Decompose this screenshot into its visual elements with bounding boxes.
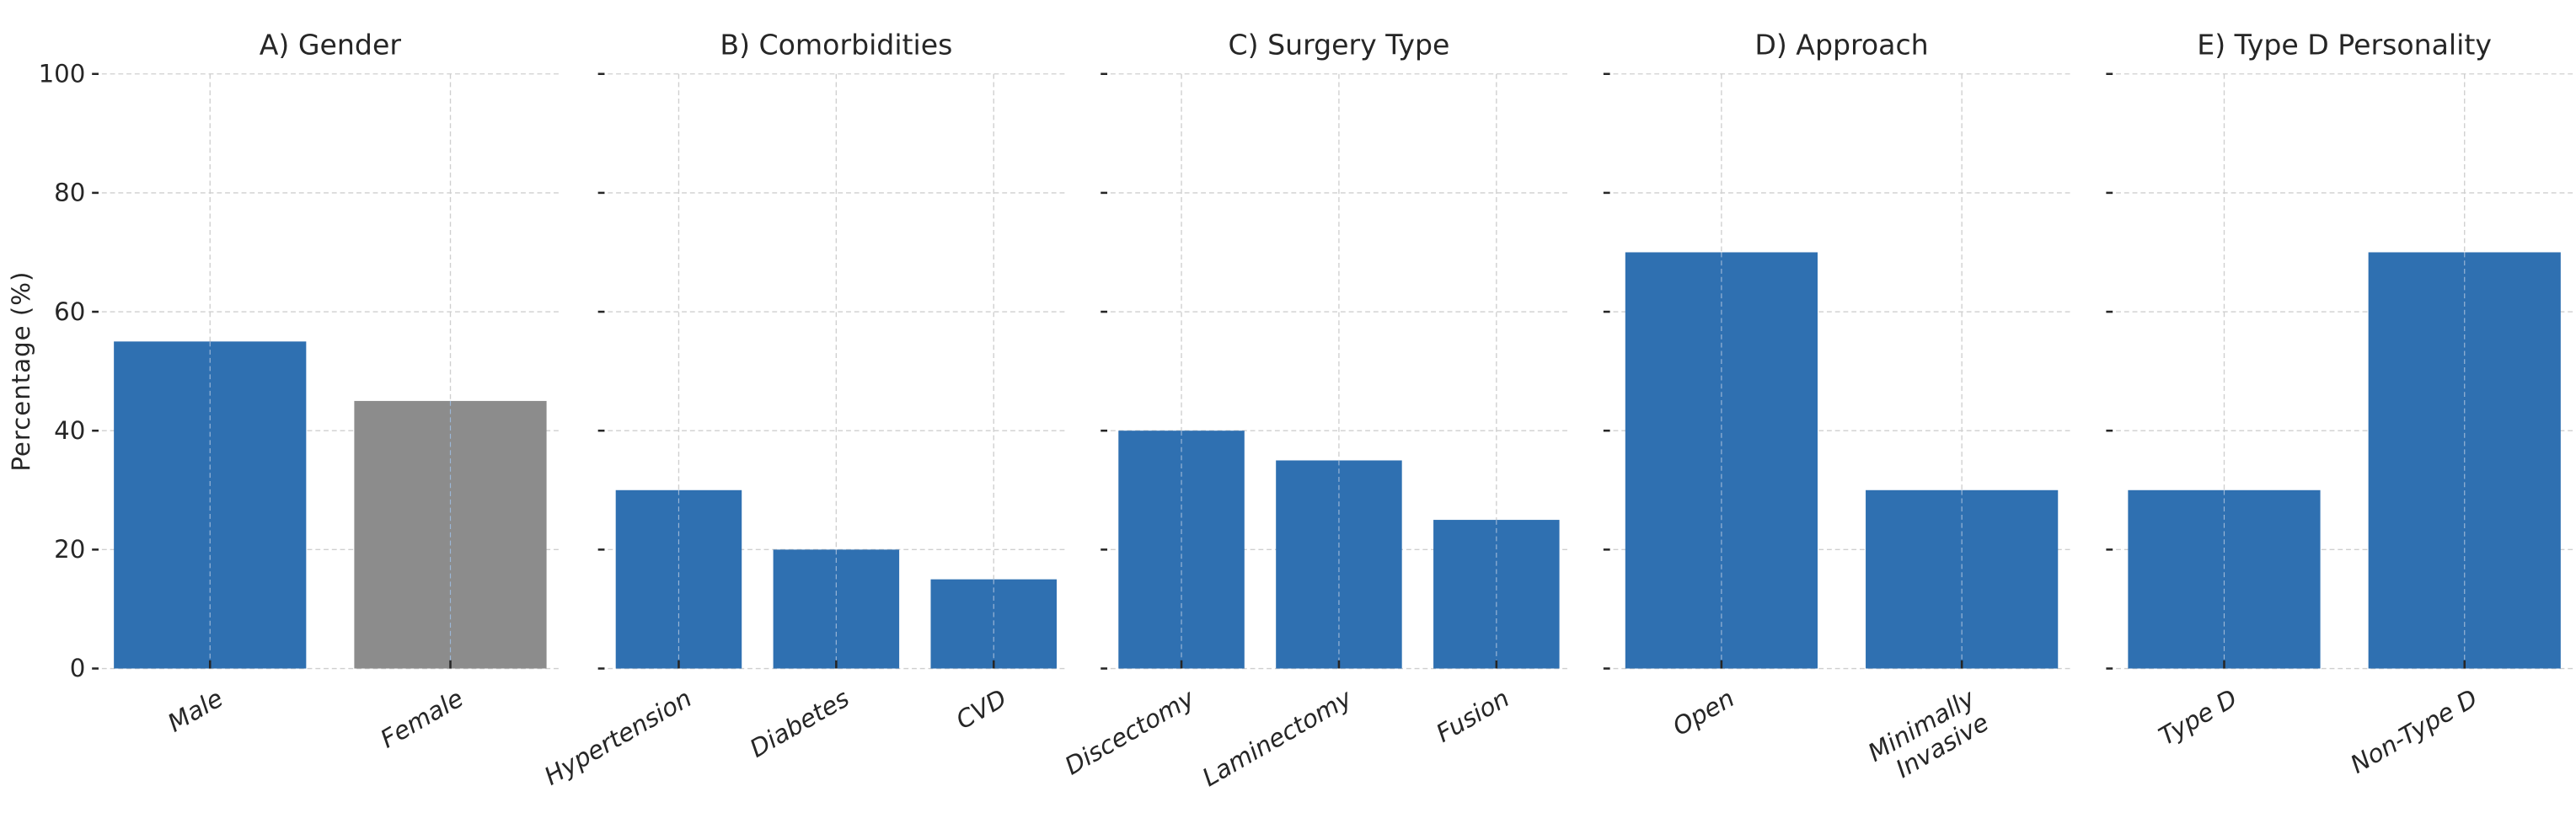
- bar-male: [114, 341, 307, 669]
- x-tick-label: Male: [163, 683, 228, 737]
- x-tick-label: Non-Type D: [2346, 683, 2482, 778]
- panel-title: C) Surgery Type: [1228, 28, 1449, 61]
- x-tick-label: Laminectomy: [1197, 683, 1358, 792]
- x-tick-label: MinimallyInvasive: [1863, 683, 1994, 791]
- x-tick-label: Hypertension: [539, 683, 696, 790]
- x-tick-label: Open: [1668, 683, 1739, 741]
- x-tick-label: Fusion: [1432, 683, 1514, 747]
- panel-2: B) Comorbidities Hypertension Diabetes CVD: [539, 28, 1065, 791]
- panel-title: E) Type D Personality: [2197, 28, 2492, 61]
- y-tick-label: 80: [54, 179, 85, 207]
- x-tick-label: Discectomy: [1060, 683, 1200, 780]
- y-tick-label: 60: [54, 297, 85, 326]
- panel-title: A) Gender: [260, 28, 402, 61]
- y-tick-label: 40: [54, 416, 85, 445]
- x-tick-label: Diabetes: [745, 683, 854, 762]
- panel-title: B) Comorbidities: [720, 28, 952, 61]
- y-axis-label: Percentage (%): [7, 271, 35, 472]
- panel-4: D) Approach Open MinimallyInvasive: [1603, 28, 2070, 791]
- panel-5: E) Type D Personality Type D Non-Type D: [2106, 28, 2573, 779]
- panel-1: A) Gender 0 20 40 60 80 100 Male Female: [39, 28, 559, 754]
- panel-title: D) Approach: [1754, 28, 1928, 61]
- x-tick-label: CVD: [951, 683, 1012, 735]
- x-tick-label: Type D: [2154, 683, 2241, 751]
- y-tick-label: 100: [39, 59, 86, 88]
- y-tick-label: 20: [54, 535, 85, 564]
- y-tick-label: 0: [70, 654, 86, 682]
- x-tick-label: Female: [376, 683, 469, 753]
